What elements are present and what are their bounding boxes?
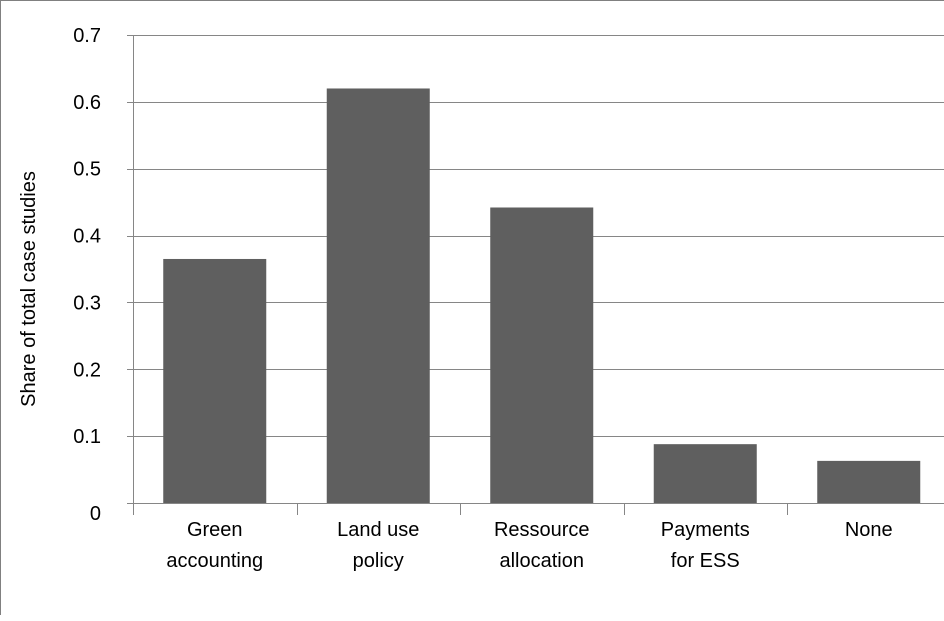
category-label: Land use	[337, 519, 419, 541]
y-tick-label: 0.2	[73, 359, 101, 381]
bar	[326, 88, 430, 503]
bars	[163, 88, 921, 503]
y-tick-label: 0.7	[73, 25, 101, 47]
y-tick-labels: 0 0.1 0.2 0.3 0.4 0.5 0.6 0.7	[73, 25, 101, 525]
y-tick-label: 0.3	[73, 292, 101, 314]
y-tick-label: 0.1	[73, 426, 101, 448]
axes	[127, 35, 944, 515]
bar	[817, 460, 921, 503]
category-label: policy	[353, 550, 404, 572]
category-label: accounting	[166, 550, 263, 572]
category-label: Green	[187, 519, 243, 541]
category-label: for ESS	[671, 550, 740, 572]
y-axis-title: Share of total case studies	[18, 171, 40, 407]
category-label: None	[845, 519, 893, 541]
bar	[163, 258, 267, 503]
category-labels: Green accounting Land use policy Ressource al…	[166, 519, 892, 572]
category-label: Payments	[661, 519, 750, 541]
y-tick-label: 0.6	[73, 92, 101, 114]
bar	[490, 207, 594, 503]
y-tick-label: 0.5	[73, 159, 101, 181]
category-label: allocation	[499, 550, 584, 572]
y-tick-label: 0	[90, 503, 101, 525]
category-label: Ressource	[494, 519, 590, 541]
bar	[653, 444, 757, 503]
y-tick-label: 0.4	[73, 226, 101, 248]
